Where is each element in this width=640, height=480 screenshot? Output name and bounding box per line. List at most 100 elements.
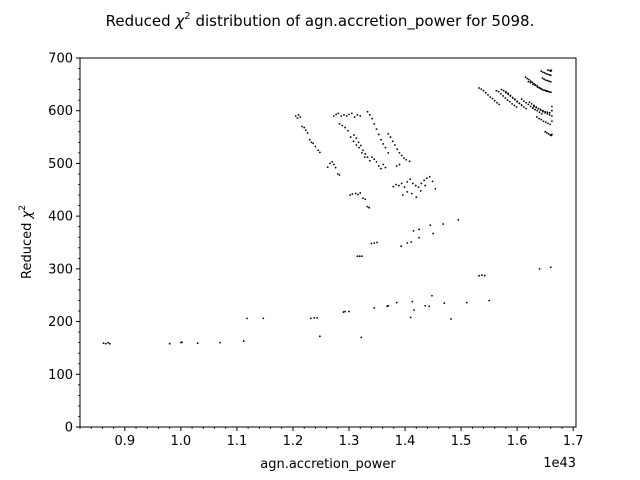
data-point — [400, 245, 403, 248]
data-point — [509, 95, 512, 97]
data-point — [371, 156, 373, 159]
data-point — [345, 115, 348, 117]
data-point — [551, 133, 553, 136]
data-point — [531, 81, 534, 84]
data-point — [382, 143, 385, 145]
data-point — [538, 111, 541, 114]
data-point — [376, 241, 378, 244]
data-point — [537, 107, 540, 110]
x-tick-label-4: 1.3 — [339, 434, 360, 449]
data-point — [502, 95, 505, 97]
data-point — [511, 97, 514, 99]
data-point — [529, 80, 532, 83]
data-point — [500, 92, 502, 95]
data-point — [395, 183, 397, 186]
data-point — [348, 310, 350, 313]
x-tick-label-5: 1.4 — [395, 434, 416, 449]
data-point — [543, 78, 545, 80]
data-point — [542, 120, 545, 123]
data-point — [484, 91, 487, 94]
data-point — [406, 190, 409, 193]
data-point — [297, 114, 300, 116]
data-point — [533, 105, 535, 108]
data-point — [516, 100, 519, 103]
data-point — [426, 177, 428, 180]
data-point — [364, 198, 367, 201]
data-point — [395, 301, 398, 304]
x-tick-label-7: 1.6 — [507, 434, 528, 449]
data-point — [398, 184, 400, 187]
data-point — [543, 89, 545, 92]
data-point — [400, 154, 403, 157]
data-point — [398, 163, 401, 166]
data-point — [520, 104, 523, 107]
data-point — [488, 299, 491, 302]
y-tick-label-7: 700 — [48, 52, 73, 67]
data-point — [349, 136, 352, 138]
data-point — [551, 105, 553, 108]
data-point — [181, 341, 183, 344]
data-point — [196, 342, 199, 345]
y-axis: 0 100 200 300 400 500 600 700 — [48, 52, 80, 436]
data-point — [518, 102, 521, 105]
data-point — [408, 160, 411, 163]
data-point — [442, 223, 445, 225]
plot-frame — [79, 57, 577, 428]
data-point — [366, 156, 369, 159]
x-axis-label: agn.accretion_power — [260, 457, 396, 472]
data-point — [318, 335, 321, 338]
data-point — [361, 151, 363, 154]
data-point — [548, 114, 551, 116]
data-point — [373, 158, 376, 161]
data-point — [331, 160, 334, 163]
data-point — [389, 136, 392, 138]
data-point — [401, 194, 404, 196]
data-point — [359, 144, 362, 147]
data-point — [368, 159, 371, 162]
data-point — [432, 232, 434, 235]
data-point — [219, 341, 222, 344]
data-point — [375, 160, 378, 163]
data-point — [544, 130, 547, 133]
data-point — [364, 153, 367, 155]
data-point — [500, 88, 503, 91]
data-point — [377, 165, 380, 167]
data-point — [520, 98, 523, 101]
data-point — [406, 242, 409, 244]
data-point — [329, 162, 331, 165]
data-point — [368, 206, 371, 209]
data-point — [380, 167, 382, 170]
data-point — [431, 294, 433, 297]
data-point — [525, 107, 528, 110]
data-point — [351, 193, 354, 195]
data-point — [356, 255, 359, 258]
data-point — [356, 114, 359, 116]
data-point — [528, 101, 531, 104]
data-point — [168, 342, 171, 345]
data-point — [373, 122, 376, 125]
data-point — [547, 73, 549, 76]
data-point — [547, 90, 550, 93]
data-point — [424, 184, 427, 187]
data-point — [338, 174, 341, 176]
data-point — [538, 87, 541, 89]
data-point — [549, 266, 552, 269]
data-point — [480, 274, 483, 277]
data-point — [428, 305, 431, 308]
data-point — [403, 186, 406, 189]
chart-title-superscript: 2 — [184, 11, 190, 22]
data-point — [429, 224, 432, 227]
data-point — [314, 145, 317, 148]
data-point — [350, 112, 353, 115]
data-point — [540, 112, 543, 115]
data-point — [353, 134, 355, 136]
data-point — [382, 163, 385, 166]
data-point — [353, 116, 356, 118]
data-point — [410, 241, 413, 243]
data-point — [303, 126, 306, 129]
data-point — [358, 146, 361, 149]
data-point — [511, 102, 514, 105]
data-point — [496, 101, 498, 104]
data-point — [406, 180, 409, 183]
data-point — [498, 103, 501, 106]
